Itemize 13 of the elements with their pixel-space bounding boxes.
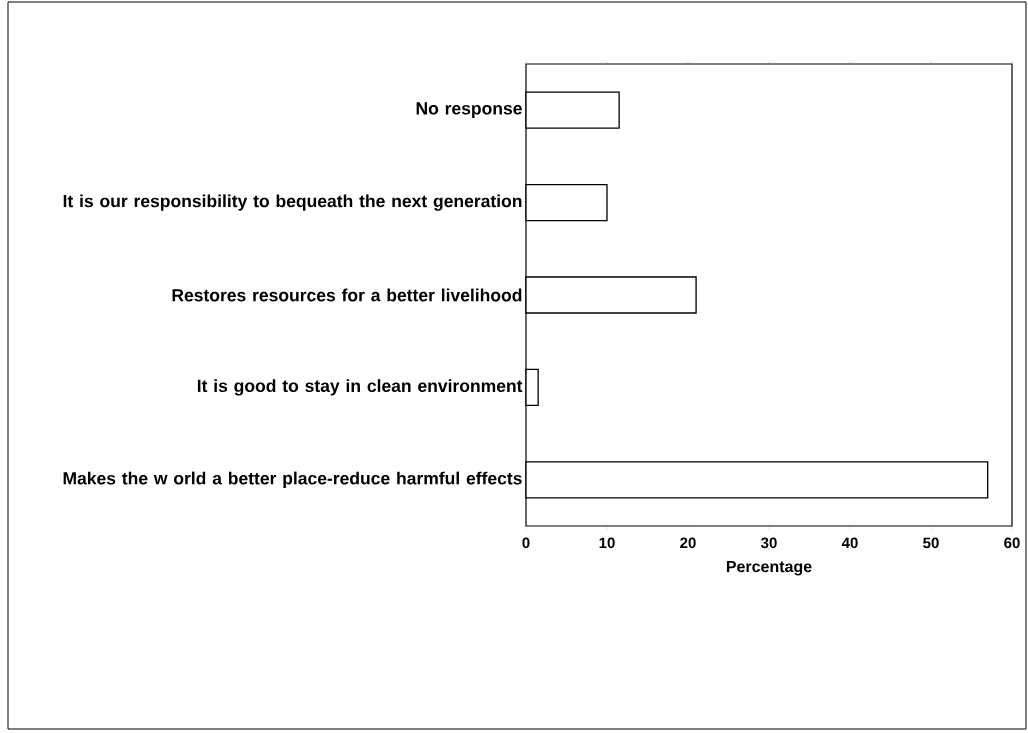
y-tick-label: No response <box>416 102 522 119</box>
y-tick-label: Makes the w orld a better place-reduce harmful effects <box>63 471 522 488</box>
x-tick-label: 0 <box>522 537 530 549</box>
x-tick-label: 60 <box>1004 537 1020 549</box>
x-axis-title: Percentage <box>726 561 812 576</box>
x-tick-label: 40 <box>841 537 858 549</box>
x-tick-label: 30 <box>760 537 777 549</box>
x-tick-label: 10 <box>599 537 615 549</box>
y-tick-label: Restores resources for a better livelihood <box>172 288 522 302</box>
y-tick-label: It is our responsibility to bequeath the next generation <box>63 194 522 211</box>
x-tick-label: 20 <box>680 537 696 549</box>
y-tick-label: It is good to stay in clean environment <box>197 379 523 396</box>
x-tick-label: 50 <box>923 537 939 549</box>
